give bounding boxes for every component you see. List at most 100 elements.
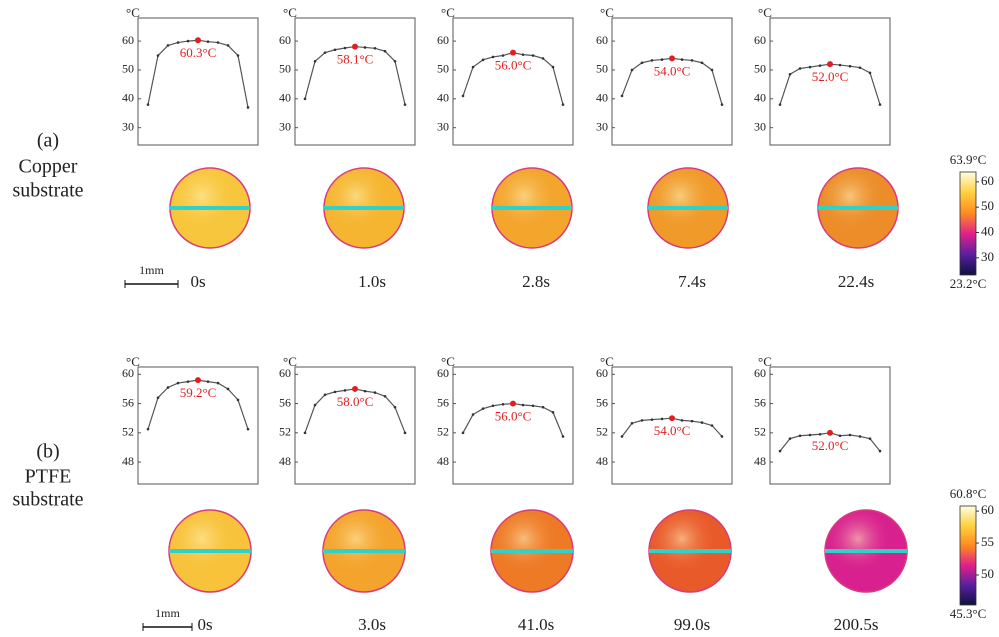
peak-label: 60.3°C — [180, 45, 217, 60]
y-tick-label: 52 — [437, 425, 449, 439]
figure: °C3040506060.3°C°C3040506058.1°C°C304050… — [0, 0, 999, 637]
profile-point — [562, 103, 565, 106]
plot-frame — [295, 18, 415, 145]
profile-point — [779, 103, 782, 106]
y-unit: °C — [126, 5, 140, 20]
y-tick-label: 60 — [596, 366, 608, 380]
profile-point — [472, 413, 475, 416]
y-unit: °C — [283, 5, 297, 20]
y-tick-label: 60 — [122, 366, 134, 380]
profile-point — [304, 432, 307, 435]
colorbar — [960, 172, 976, 275]
peak-label: 54.0°C — [654, 63, 691, 78]
profile-point — [721, 435, 724, 438]
colorbar-tick-label: 50 — [981, 566, 994, 581]
substrate-label: substrate — [12, 180, 83, 202]
peak-marker — [669, 415, 675, 421]
y-tick-label: 40 — [596, 91, 608, 105]
peak-marker — [195, 37, 201, 43]
time-label: 1.0s — [358, 272, 386, 291]
profile-point — [394, 60, 397, 63]
profile-point — [799, 67, 802, 70]
scale-bar-label: 1mm — [155, 606, 180, 620]
profile-point — [849, 434, 852, 437]
profile-point — [157, 396, 160, 399]
y-tick-label: 60 — [122, 33, 134, 47]
profile-point — [789, 73, 792, 76]
y-tick-label: 60 — [754, 33, 766, 47]
peak-marker — [827, 430, 833, 436]
profile-point — [187, 40, 190, 43]
colorbar-tick-label: 50 — [981, 198, 994, 213]
time-label: 99.0s — [674, 615, 710, 634]
profile-point — [809, 66, 812, 69]
y-tick-label: 48 — [754, 454, 766, 468]
profile-point — [404, 432, 407, 435]
profile-point — [167, 386, 170, 389]
panel-label: (b) — [36, 441, 59, 463]
profile-point — [562, 435, 565, 438]
profile-point — [641, 419, 644, 422]
y-tick-label: 30 — [279, 119, 291, 133]
profile-point — [552, 66, 555, 69]
profile-point — [472, 66, 475, 69]
profile-point — [721, 103, 724, 106]
time-label: 3.0s — [358, 615, 386, 634]
profile-point — [217, 41, 220, 44]
profile-point — [661, 418, 664, 421]
profile-point — [462, 432, 465, 435]
peak-label: 58.0°C — [337, 394, 374, 409]
colorbar-tick-label: 60 — [981, 502, 994, 517]
colorbar-tick-label: 60 — [981, 173, 994, 188]
substrate-label: substrate — [12, 489, 83, 511]
y-unit: °C — [441, 5, 455, 20]
y-tick-label: 56 — [122, 395, 134, 409]
profile-point — [492, 404, 495, 407]
profile-point — [147, 428, 150, 431]
panel-label: (a) — [37, 130, 59, 152]
y-tick-label: 48 — [437, 454, 449, 468]
peak-marker — [352, 386, 358, 392]
profile-point — [237, 399, 240, 402]
colorbar — [960, 506, 976, 605]
profile-point — [207, 380, 210, 383]
peak-label: 56.0°C — [495, 409, 532, 424]
colorbar-tick-label: 55 — [981, 534, 994, 549]
profile-point — [187, 380, 190, 383]
profile-point — [247, 106, 250, 109]
peak-label: 52.0°C — [812, 438, 849, 453]
colorbar-max: 60.8°C — [950, 486, 987, 501]
profile-point — [779, 450, 782, 453]
profile-point — [522, 53, 525, 56]
profile-point — [542, 406, 545, 409]
profile-point — [532, 54, 535, 57]
profile-point — [304, 98, 307, 101]
profile-point — [819, 64, 822, 67]
time-label: 22.4s — [838, 272, 874, 291]
y-tick-label: 52 — [122, 425, 134, 439]
profile-point — [502, 403, 505, 406]
profile-point — [869, 437, 872, 440]
profile-point — [859, 66, 862, 69]
profile-point — [324, 393, 327, 396]
colorbar-tick-label: 40 — [981, 223, 994, 238]
peak-label: 54.0°C — [654, 423, 691, 438]
y-tick-label: 56 — [596, 395, 608, 409]
y-tick-label: 30 — [754, 119, 766, 133]
profile-point — [701, 421, 704, 424]
y-tick-label: 52 — [279, 425, 291, 439]
profile-point — [522, 404, 525, 407]
y-tick-label: 40 — [754, 91, 766, 105]
profile-point — [859, 435, 862, 438]
time-label: 0s — [197, 615, 212, 634]
y-tick-label: 60 — [279, 366, 291, 380]
y-tick-label: 60 — [596, 33, 608, 47]
y-tick-label: 50 — [596, 62, 608, 76]
profile-point — [207, 40, 210, 43]
plot-frame — [453, 367, 573, 484]
profile-point — [344, 389, 347, 392]
profile-point — [849, 65, 852, 68]
y-tick-label: 60 — [437, 366, 449, 380]
y-tick-label: 30 — [437, 119, 449, 133]
substrate-label: Copper — [19, 156, 78, 178]
